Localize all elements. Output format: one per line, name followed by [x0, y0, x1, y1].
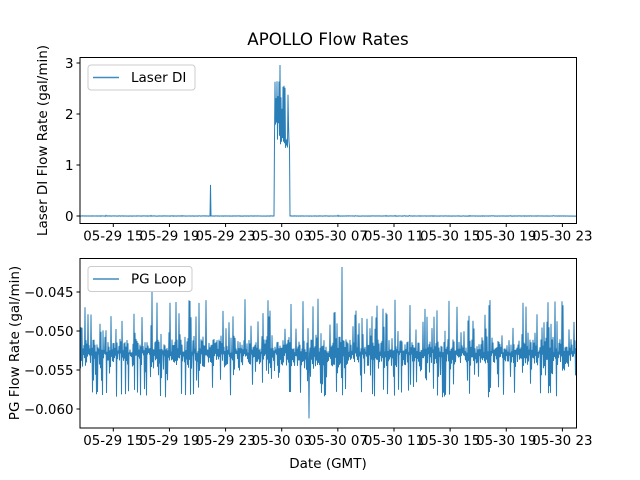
laser-di-ylabel: Laser DI Flow Rate (gal/min) — [35, 45, 51, 236]
x-tick-label: 05-30 03 — [252, 230, 312, 245]
legend-box — [87, 64, 196, 91]
x-tick-label: 05-30 07 — [308, 434, 368, 449]
x-tick-label: 05-30 03 — [252, 434, 312, 449]
x-tick-label: 05-30 11 — [364, 230, 424, 245]
x-tick-label: 05-29 15 — [83, 230, 143, 245]
series-pg-loop — [79, 266, 577, 419]
figure-title: APOLLO Flow Rates — [247, 29, 408, 49]
x-tick-label: 05-29 19 — [139, 230, 199, 245]
y-tick-label: 2 — [65, 108, 74, 123]
y-tick-label: −0.045 — [24, 286, 74, 301]
pg-loop-ylabel: PG Flow Rate (gal/min) — [7, 266, 23, 420]
legend-label-pg-loop: PG Loop — [131, 272, 186, 288]
x-tick-label: 05-30 11 — [364, 434, 424, 449]
pg-loop-axes-frame — [79, 258, 577, 429]
y-tick-label: −0.050 — [24, 325, 74, 340]
x-tick-label: 05-30 15 — [420, 230, 480, 245]
legend-box — [87, 266, 193, 292]
x-tick-label: 05-29 15 — [83, 434, 143, 449]
laser-di-axes-frame — [79, 57, 577, 224]
x-tick-label: 05-29 23 — [195, 434, 255, 449]
y-tick-label: 1 — [65, 159, 74, 174]
legend-pg-loop: PG Loop — [87, 266, 193, 292]
xlabel-date-gmt: Date (GMT) — [289, 456, 366, 472]
y-tick-label: 3 — [65, 57, 74, 72]
x-tick-label: 05-30 23 — [532, 230, 592, 245]
x-tick-label: 05-30 15 — [420, 434, 480, 449]
series-laser-di — [79, 64, 577, 217]
x-tick-label: 05-30 23 — [532, 434, 592, 449]
y-tick-label: 0 — [65, 210, 74, 225]
x-tick-label: 05-30 19 — [476, 434, 536, 449]
x-tick-label: 05-30 07 — [308, 230, 368, 245]
x-tick-label: 05-30 19 — [476, 230, 536, 245]
y-tick-label: −0.060 — [24, 403, 74, 418]
legend-label-laser-di: Laser DI — [131, 70, 186, 86]
legend-laser-di: Laser DI — [87, 64, 196, 91]
x-tick-label: 05-29 23 — [195, 230, 255, 245]
y-tick-label: −0.055 — [24, 364, 74, 379]
x-tick-label: 05-29 19 — [139, 434, 199, 449]
